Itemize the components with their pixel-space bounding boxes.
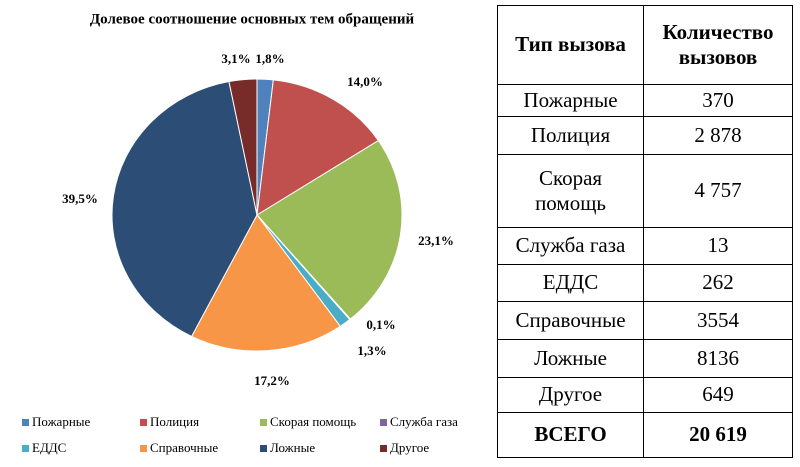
- legend-swatch: [260, 419, 267, 426]
- data-label: 23,1%: [418, 233, 454, 248]
- header-row: Тип вызова Количество вызовов: [497, 5, 793, 85]
- pie-slice: [256, 139, 403, 320]
- legend-label: Другое: [390, 440, 429, 455]
- table-row: Другое 649: [497, 377, 793, 413]
- legend-swatch: [380, 445, 387, 452]
- table-row: ЕДДС 262: [497, 264, 793, 302]
- header-cell: Количество вызовов: [643, 5, 793, 85]
- chart: Долевое соотношение основных тем обращен…: [22, 11, 458, 455]
- legend-swatch: [22, 445, 29, 452]
- type-cell: Справочные: [497, 301, 644, 340]
- count-cell: 2 878: [643, 116, 793, 155]
- count-cell: 3554: [643, 301, 793, 340]
- type-cell: Другое: [497, 377, 644, 413]
- table-row: Скорая помощь 4 757: [497, 154, 793, 228]
- count-cell: 8136: [643, 339, 793, 378]
- type-cell: Полиция: [497, 116, 644, 155]
- type-cell: Скорая помощь: [497, 154, 644, 228]
- data-label: 1,3%: [357, 343, 386, 358]
- count-cell: 4 757: [643, 154, 793, 228]
- count-cell: 262: [643, 264, 793, 302]
- data-label: 39,5%: [62, 191, 98, 206]
- data-table: Тип вызова Количество вызовов Пожарные 37…: [497, 5, 793, 458]
- total-label: ВСЕГО: [497, 412, 644, 458]
- legend-label: Полиция: [150, 414, 199, 429]
- total-value: 20 619: [643, 412, 793, 458]
- legend-swatch: [22, 419, 29, 426]
- type-cell: Ложные: [497, 339, 644, 378]
- chart-title: Долевое соотношение основных тем обращен…: [90, 11, 415, 27]
- legend-swatch: [380, 419, 387, 426]
- data-label: 0,1%: [366, 317, 395, 332]
- pie-slice: [190, 214, 342, 352]
- count-cell: 13: [643, 227, 793, 265]
- pie-slice: [228, 78, 258, 216]
- count-cell: 370: [643, 84, 793, 117]
- legend-label: Скорая помощь: [270, 414, 356, 429]
- data-label: 3,1%: [221, 51, 250, 66]
- table-row: Пожарные 370: [497, 84, 793, 117]
- legend-swatch: [140, 419, 147, 426]
- type-cell: Служба газа: [497, 227, 644, 265]
- legend-label: Пожарные: [32, 414, 91, 429]
- header-cell: Тип вызова: [497, 5, 644, 85]
- legend-swatch: [140, 445, 147, 452]
- legend-label: Ложные: [270, 440, 315, 455]
- table-row: Полиция 2 878: [497, 116, 793, 155]
- data-label: 17,2%: [254, 373, 290, 388]
- type-cell: Пожарные: [497, 84, 644, 117]
- table-row: Справочные 3554: [497, 301, 793, 340]
- legend-swatch: [260, 445, 267, 452]
- pie-slice: [111, 80, 258, 338]
- legend-label: Справочные: [150, 440, 218, 455]
- legend-label: Служба газа: [390, 414, 458, 429]
- table-row: Ложные 8136: [497, 339, 793, 378]
- legend-label: ЕДДС: [32, 440, 66, 455]
- count-cell: 649: [643, 377, 793, 413]
- pie-slice: [256, 79, 380, 216]
- table-body: Пожарные 370 Полиция 2 878 Скорая помощь 4 75…: [497, 84, 793, 458]
- type-cell: ЕДДС: [497, 264, 644, 302]
- total-row: ВСЕГО 20 619: [497, 412, 793, 458]
- table-row: Служба газа 13: [497, 227, 793, 265]
- data-label: 1,8%: [255, 51, 284, 66]
- data-label: 14,0%: [347, 74, 383, 89]
